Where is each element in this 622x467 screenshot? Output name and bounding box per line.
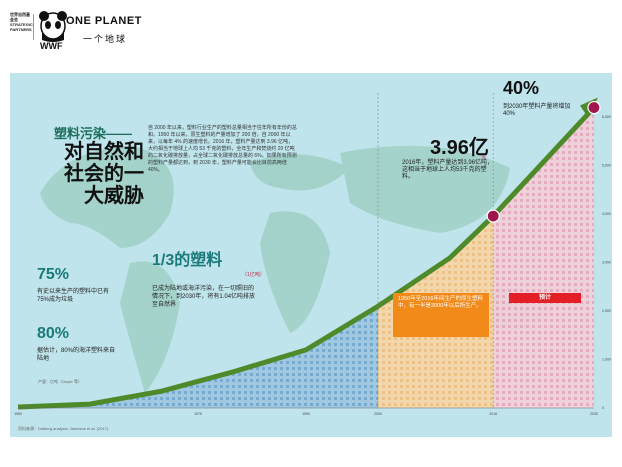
area-2016-2030	[493, 107, 594, 409]
x-tick-label: 2016	[489, 412, 497, 416]
oneplanet-logo: ONE PLANET	[66, 15, 142, 27]
x-tick-label: 2030	[590, 412, 598, 416]
stat-80-value: 80%	[37, 325, 70, 342]
v40-value: 40%	[503, 78, 540, 98]
wwf-partner-block: 世界自然基金会 STRATEGIC PARTNERS	[10, 12, 33, 32]
orange-callout: 1950年至2016年间生产的原生塑料中，有一半是2000年以后所生产。	[393, 293, 489, 337]
v396-value: 3.96亿	[430, 137, 489, 159]
forecast-label: 预计	[509, 293, 581, 303]
area-1950-2000	[18, 306, 378, 408]
v396-text: 2016年，塑料产量达到3.96亿吨，这相当于地球上人均53千克的塑料。	[402, 160, 494, 180]
y-tick-label: 0	[602, 406, 604, 410]
poster-title-big: 对自然和社会的一大威胁	[64, 141, 144, 207]
y-tick-label: 3,000	[602, 261, 611, 265]
intro-paragraph: 自 2000 年以来，塑料行业生产的塑料总量相当于往年所有年份的总和。1950 …	[148, 125, 297, 173]
world-map	[40, 145, 555, 393]
infographic-poster: 1950 1975 1990 2000 2016 2030 0 1,000 2,000 3,000…	[10, 73, 612, 437]
y-tick-label: 5,000	[602, 164, 611, 168]
x-tick-label: 1950	[14, 412, 22, 416]
x-tick-label: 2000	[374, 412, 382, 416]
y-tick-label: 6,000	[602, 115, 611, 119]
y-tick-label: 4,000	[602, 212, 611, 216]
source-bottom: 资料来源：Dalberg analysis, Jambeck et al. (2…	[18, 426, 109, 431]
header: 世界自然基金会 STRATEGIC PARTNERS WWF ONE PLANE…	[0, 0, 622, 62]
y-tick-label: 2,000	[602, 309, 611, 313]
v396-unit: 吨	[482, 155, 486, 160]
oneplanet-subtitle: 一个地球	[83, 34, 128, 44]
stat-80-text: 据估计，80%的海洋塑料来自陆地	[37, 348, 116, 362]
one-third-text: 已成为陆地或海洋污染，在一切照旧的情况下，到2030年，将有1.04亿吨排放至自…	[152, 286, 256, 308]
wwf-partner-text: 世界自然基金会 STRATEGIC PARTNERS	[10, 12, 33, 32]
wwf-word: WWF	[40, 41, 63, 51]
x-tick-label: 1990	[302, 412, 310, 416]
one-third-value: 1/3的塑料	[152, 252, 223, 269]
production-line	[17, 105, 596, 410]
one-third-small: （1亿吨）	[242, 272, 265, 278]
stat-75-text: 有史以来生产的塑料中已有75%成为垃圾	[37, 289, 110, 303]
v40-text: 到2030年塑料产量将增加40%	[503, 104, 571, 117]
highlight-point-2030	[587, 100, 601, 115]
wwf-panda-logo	[39, 11, 67, 42]
y-tick-label: 1,000	[602, 358, 611, 362]
poster-title-small: 塑料污染——	[54, 126, 133, 141]
x-tick-label: 1975	[194, 412, 202, 416]
source-small: 产量：亿吨（Geyer 等）	[38, 379, 83, 384]
stat-75-value: 75%	[37, 266, 70, 283]
header-divider	[33, 14, 34, 40]
highlight-point-2016	[486, 209, 500, 223]
